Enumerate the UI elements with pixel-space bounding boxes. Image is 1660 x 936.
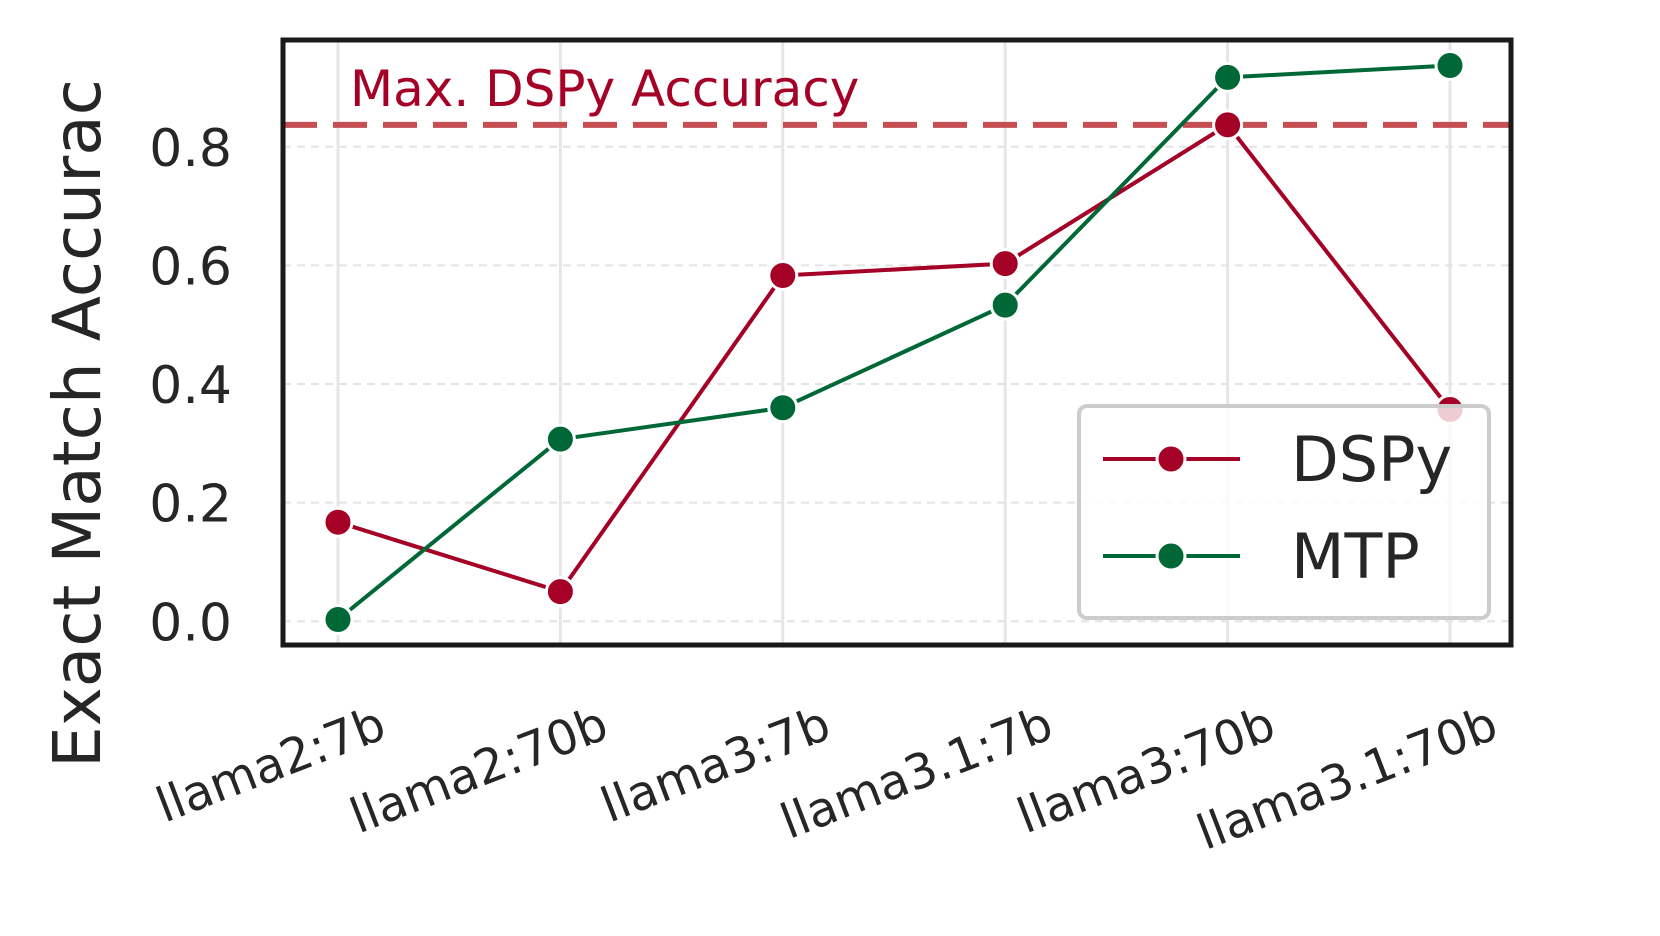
y-tick-label: 0.8 [149,119,232,179]
data-point-dspy [1212,109,1244,141]
data-point-mtp [322,603,354,635]
data-point-mtp [1212,61,1244,93]
x-tick-label: llama2:70b [343,696,616,845]
series-line-mtp [336,63,1451,622]
data-point-mtp [544,423,576,455]
x-tick-labels: llama2:7bllama2:70bllama3:7bllama3.1:7bl… [149,696,1505,862]
legend-mtp-label: MTP [1291,520,1420,593]
y-tick-label: 0.6 [149,237,232,297]
data-point-dspy [544,576,576,608]
legend-mtp-marker [1155,540,1187,572]
data-point-dspy [322,506,354,538]
plot-frame [280,37,1514,648]
y-axis-label: Exact Match Accurac [39,79,116,768]
data-point-mtp [989,289,1021,321]
data-point-mtp [767,392,799,424]
y-tick-label: 0.2 [149,475,232,535]
y-tick-label: 0.4 [149,356,232,416]
series-group [322,50,1466,635]
series-line-dspy [337,122,1452,594]
legend: DSPy MTP [1077,404,1491,620]
legend-dspy-label: DSPy [1291,423,1452,496]
reference-line-label: Max. DSPy Accuracy [350,60,859,118]
data-point-dspy [767,259,799,291]
data-point-mtp [1434,50,1466,82]
data-point-dspy [989,248,1021,280]
legend-dspy-marker [1155,443,1187,475]
y-tick-label: 0.0 [149,593,232,653]
y-tick-labels: 0.0 0.2 0.4 0.6 0.8 [149,119,232,654]
